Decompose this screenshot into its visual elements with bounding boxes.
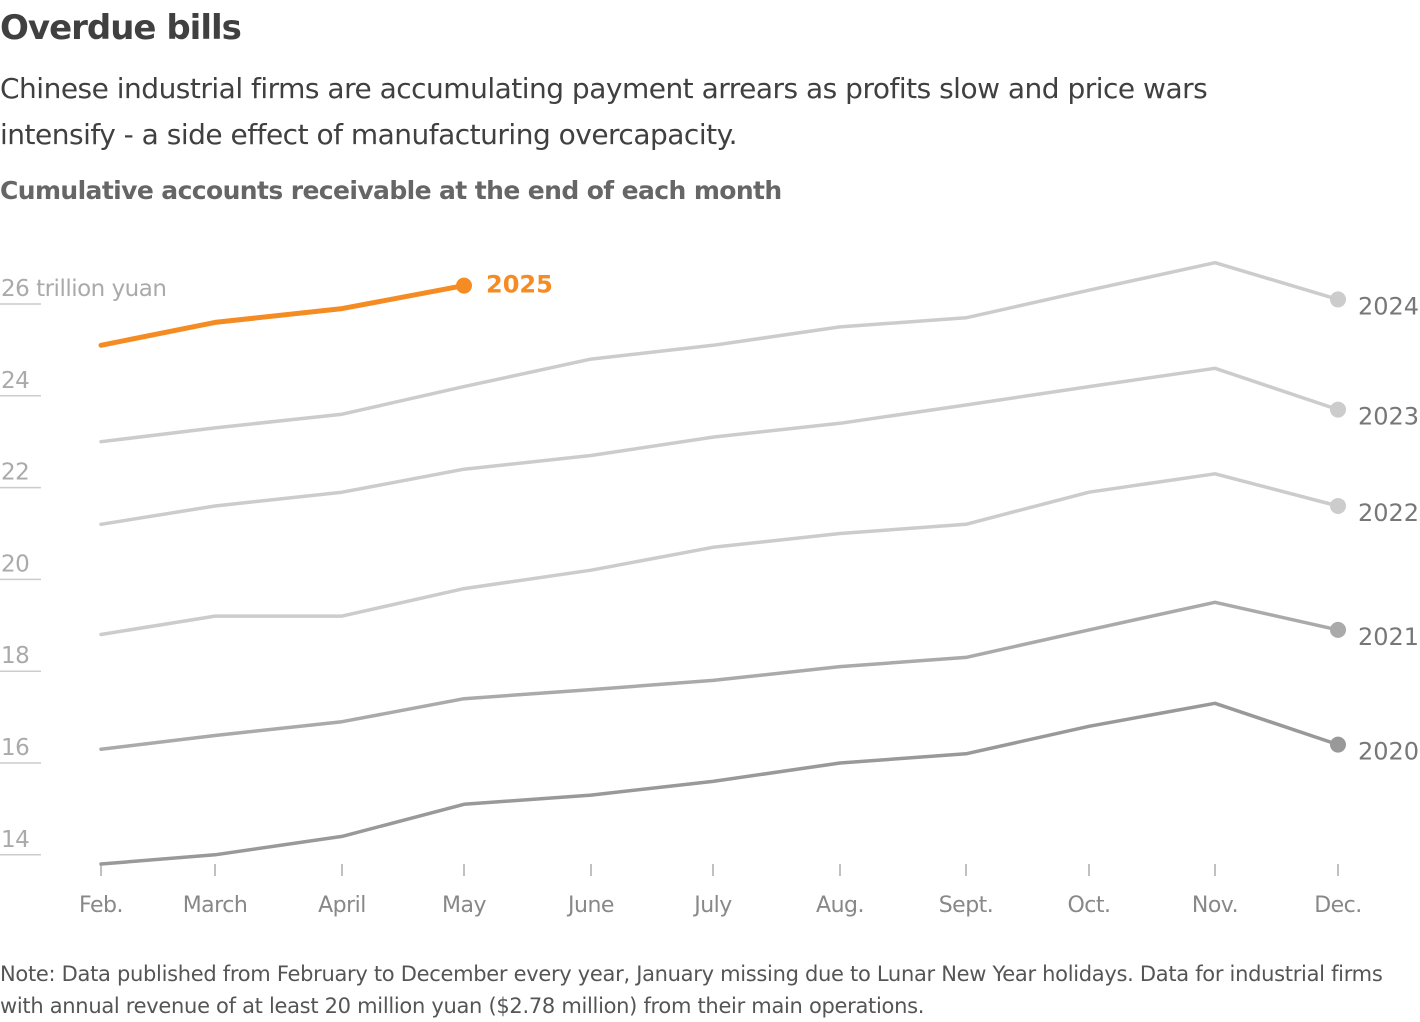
series-end-point-2021 [1330, 621, 1346, 638]
y-tick-label: 18 [1, 643, 29, 669]
series-end-point-2023 [1330, 401, 1346, 418]
series-label-2023: 2023 [1358, 403, 1419, 431]
y-tick-label: 26 trillion yuan [1, 276, 166, 302]
x-tick-label: Aug. [816, 893, 864, 918]
x-tick-label: June [566, 893, 614, 918]
series-label-2025: 2025 [486, 271, 553, 299]
series-line-2023 [99, 366, 1340, 527]
series-label-2020: 2020 [1358, 738, 1419, 766]
x-tick-label: March [183, 893, 248, 918]
x-tick-label: July [692, 893, 732, 918]
series-end-point-2024 [1330, 291, 1346, 308]
series-label-2021: 2021 [1358, 623, 1419, 651]
series-label-2022: 2022 [1358, 499, 1419, 527]
series-line-2024 [99, 260, 1340, 444]
y-tick-label: 20 [1, 551, 29, 577]
y-tick-label: 14 [1, 827, 29, 853]
chart-title: Overdue bills [0, 8, 242, 48]
series-label-2024: 2024 [1358, 292, 1419, 320]
series-end-point-2025 [456, 277, 472, 294]
series-line-2020 [99, 701, 1340, 866]
x-tick-label: Feb. [79, 893, 123, 918]
x-tick-label: Nov. [1192, 893, 1238, 918]
x-tick-label: Sept. [939, 893, 994, 918]
y-tick-label: 22 [1, 460, 29, 486]
series-end-point-2020 [1330, 736, 1346, 753]
series-line-2022 [99, 472, 1340, 637]
chart-note: Note: Data published from February to De… [0, 962, 1383, 1018]
series-line-2021 [99, 600, 1340, 751]
chart-subtitle: Chinese industrial firms are accumulatin… [0, 72, 1208, 151]
y-tick-label: 24 [1, 368, 29, 394]
x-tick-label: May [442, 893, 486, 918]
x-tick-label: April [318, 893, 366, 918]
chart-label: Cumulative accounts receivable at the en… [0, 176, 782, 205]
x-tick-label: Oct. [1067, 893, 1110, 918]
series-line-2025 [98, 283, 467, 348]
y-tick-label: 16 [1, 735, 29, 761]
series-end-point-2022 [1330, 497, 1346, 514]
x-tick-label: Dec. [1314, 893, 1362, 918]
